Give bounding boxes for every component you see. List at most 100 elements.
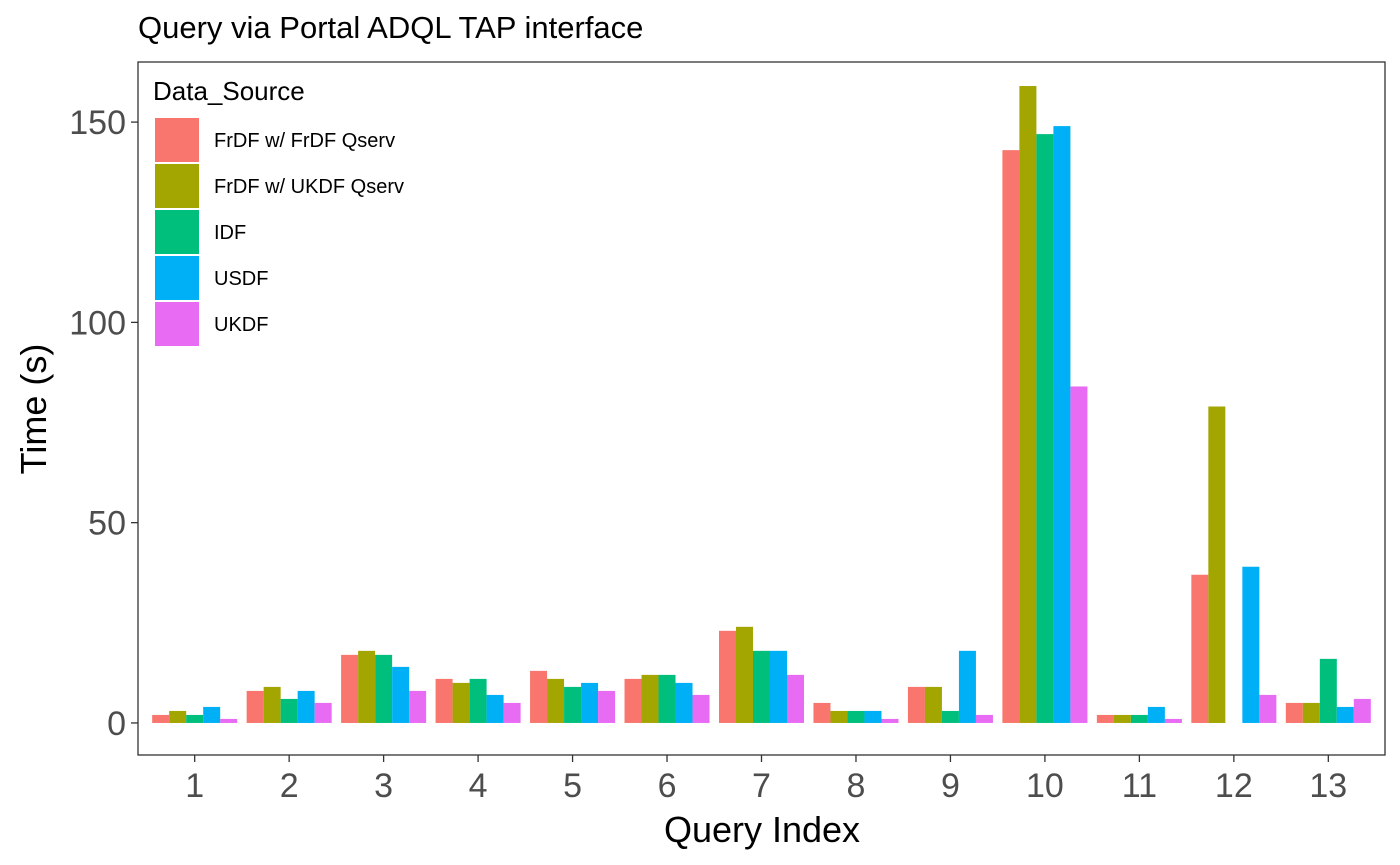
bar	[358, 650, 376, 723]
bar	[753, 650, 770, 723]
bar	[1285, 702, 1303, 723]
x-axis-title: Query Index	[664, 809, 860, 850]
x-tick-label: 9	[941, 767, 960, 805]
bar	[1130, 714, 1148, 723]
x-tick-label: 7	[752, 767, 771, 805]
y-axis: 0 50 100 150	[69, 104, 138, 743]
bar	[975, 714, 993, 723]
bar	[958, 650, 976, 723]
bar	[1319, 658, 1337, 723]
bar	[1002, 150, 1020, 723]
bar	[341, 654, 359, 723]
bar	[486, 694, 504, 723]
bar	[830, 710, 848, 723]
bar	[941, 710, 959, 723]
bar	[1353, 698, 1371, 723]
bar	[1164, 718, 1182, 723]
bar	[881, 718, 899, 723]
legend-swatch	[155, 256, 199, 300]
y-tick-label: 100	[69, 304, 126, 342]
legend-swatch	[155, 164, 199, 208]
bar	[624, 678, 642, 723]
chart-title: Query via Portal ADQL TAP interface	[138, 10, 643, 45]
bar	[770, 650, 787, 723]
bar	[1019, 86, 1037, 723]
bar	[641, 674, 659, 723]
bar	[246, 690, 264, 723]
bar	[1208, 406, 1226, 723]
bar	[409, 690, 427, 723]
bar	[469, 678, 487, 723]
bar	[581, 682, 599, 723]
bar	[787, 674, 805, 723]
bar	[547, 678, 565, 723]
bar	[1096, 714, 1114, 723]
x-tick-label: 12	[1215, 767, 1253, 805]
legend-swatch	[155, 118, 199, 162]
bar	[203, 706, 221, 723]
x-tick-label: 4	[469, 767, 488, 805]
bar	[1147, 706, 1165, 723]
bar	[735, 626, 753, 723]
bar	[1336, 706, 1354, 723]
bar	[864, 710, 882, 723]
bar	[1302, 702, 1320, 723]
bar	[924, 686, 942, 723]
bar	[598, 690, 616, 723]
bar	[1036, 134, 1054, 723]
x-tick-label: 8	[847, 767, 866, 805]
bar	[503, 702, 521, 723]
x-tick-label: 1	[185, 767, 204, 805]
bar	[1259, 694, 1277, 723]
legend-label: UKDF	[214, 314, 268, 336]
y-tick-label: 150	[69, 104, 126, 142]
bar	[263, 686, 281, 723]
bar	[1070, 386, 1088, 723]
y-tick-label: 0	[107, 705, 126, 743]
bar	[220, 718, 238, 723]
x-tick-label: 11	[1122, 767, 1157, 805]
bar	[907, 686, 925, 723]
x-tick-label: 6	[658, 767, 677, 805]
x-tick-label: 2	[280, 767, 299, 805]
bar	[169, 710, 187, 723]
bar	[152, 714, 170, 723]
bar	[1113, 714, 1131, 723]
bar	[658, 674, 676, 723]
bar	[1191, 574, 1209, 723]
x-tick-label: 3	[374, 767, 393, 805]
bar	[718, 630, 736, 723]
x-tick-label: 10	[1026, 767, 1064, 805]
legend-label: USDF	[214, 268, 268, 290]
legend-swatch	[155, 302, 199, 346]
legend: Data_Source FrDF w/ FrDF Qserv FrDF w/ UK…	[153, 76, 404, 346]
bar	[813, 702, 831, 723]
bar	[314, 702, 332, 723]
bar	[564, 686, 582, 723]
legend-swatch	[155, 210, 199, 254]
bar	[280, 698, 298, 723]
bar	[452, 682, 470, 723]
bar	[392, 666, 410, 723]
x-axis: 1 2 3 4 5 6 7 8 9 10 11 12 13	[185, 755, 1347, 805]
bar	[375, 654, 393, 723]
bar	[1053, 126, 1071, 723]
bar	[297, 690, 315, 723]
bar	[675, 682, 693, 723]
bars-layer	[152, 86, 1371, 723]
legend-label: IDF	[214, 222, 246, 244]
legend-label: FrDF w/ UKDF Qserv	[214, 176, 404, 198]
bar	[530, 670, 548, 723]
y-axis-title: Time (s)	[13, 344, 54, 475]
bar	[692, 694, 710, 723]
bar	[847, 710, 865, 723]
legend-title: Data_Source	[153, 76, 305, 106]
x-tick-label: 5	[563, 767, 582, 805]
bar	[186, 714, 204, 723]
y-tick-label: 50	[88, 505, 126, 543]
legend-label: FrDF w/ FrDF Qserv	[214, 130, 395, 152]
bar	[435, 678, 453, 723]
bar	[1242, 566, 1260, 723]
x-tick-label: 13	[1309, 767, 1347, 805]
